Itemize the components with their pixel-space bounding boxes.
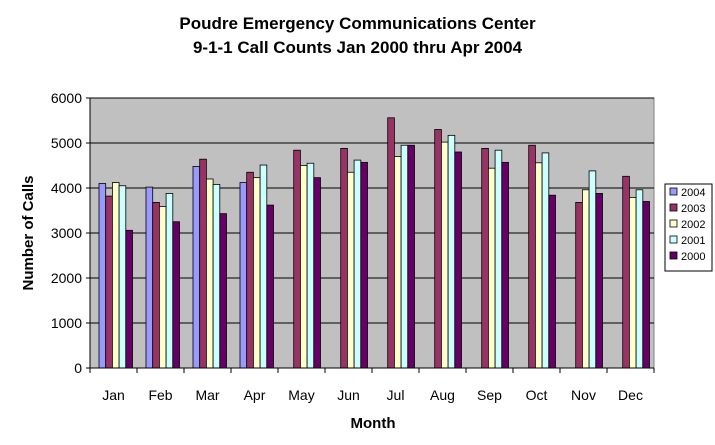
- legend-label: 2004: [681, 187, 705, 199]
- bar-2002-jan: [112, 182, 120, 369]
- x-tick-labels: Jan Feb Mar Apr May Jun Jul Aug Sep Oct Nov Dec: [102, 387, 643, 403]
- x-tick-label: May: [288, 387, 314, 403]
- bar-2001-aug: [447, 134, 456, 369]
- chart-title-line-1: Poudre Emergency Communications Center: [179, 14, 536, 33]
- bar-2002-mar: [205, 178, 214, 369]
- x-tick-label: Oct: [526, 387, 548, 403]
- x-tick-label: Dec: [618, 387, 643, 403]
- bar-2003-may: [293, 149, 301, 369]
- y-tick-label: 5000: [51, 135, 82, 151]
- axes: [86, 97, 655, 373]
- bar-2003-sep: [481, 147, 489, 369]
- chart-title-line-2: 9-1-1 Call Counts Jan 2000 thru Apr 2004: [192, 38, 523, 57]
- bar-2003-apr: [246, 171, 254, 369]
- legend: 2004 2003 2002 2001 2000: [664, 183, 713, 272]
- bar-2003-mar: [199, 158, 207, 369]
- x-tick-label: Sep: [477, 387, 502, 403]
- bar-2004-jan: [98, 183, 107, 369]
- bar-2001-jul: [400, 144, 409, 369]
- x-tick-label: Nov: [571, 387, 596, 403]
- y-tick-label: 4000: [51, 180, 82, 196]
- bar-2002-feb: [158, 206, 167, 369]
- x-tick-label: Mar: [195, 387, 219, 403]
- bar-2000-feb: [172, 221, 180, 369]
- bar-2002-nov: [582, 189, 590, 369]
- y-tick-labels: 0 1000 2000 3000 4000 5000 6000: [51, 90, 82, 376]
- bar-2003-nov: [575, 201, 583, 369]
- bar-2001-jan: [118, 185, 127, 369]
- legend-swatch: [669, 235, 678, 244]
- y-axis-label: Number of Calls: [20, 175, 37, 290]
- x-axis-label: Month: [351, 415, 396, 432]
- bar-2000-nov: [595, 192, 603, 369]
- bar-2000-apr: [266, 204, 274, 369]
- grid-lines: [90, 97, 654, 324]
- bar-2002-jun: [346, 171, 355, 369]
- bar-2002-dec: [629, 197, 637, 369]
- bar-2001-feb: [165, 192, 174, 369]
- bar-2002-oct: [535, 162, 543, 369]
- bar-2000-oct: [548, 194, 556, 369]
- bar-2002-apr: [252, 177, 261, 369]
- bar-2001-sep: [494, 149, 503, 369]
- bar-2000-sep: [501, 161, 509, 369]
- bar-2000-jun: [360, 161, 368, 369]
- legend-label: 2001: [681, 235, 705, 247]
- chart-title: Poudre Emergency Communications Center 9…: [0, 12, 715, 60]
- x-tick-label: Feb: [148, 387, 172, 403]
- bar-2002-sep: [487, 167, 496, 369]
- legend-label: 2003: [681, 203, 705, 215]
- bar-2004-feb: [145, 186, 154, 369]
- bar-2003-feb: [152, 201, 160, 369]
- x-tick-label: Jan: [102, 387, 125, 403]
- bar-2001-dec: [635, 189, 644, 369]
- bar-2002-jul: [393, 156, 402, 369]
- legend-label: 2000: [681, 251, 705, 263]
- bar-2003-dec: [622, 175, 630, 369]
- bars: [98, 117, 650, 369]
- x-tick-label: Jul: [387, 387, 405, 403]
- bar-2001-jun: [353, 159, 362, 369]
- x-tick-label: Apr: [244, 387, 266, 403]
- bar-2001-mar: [212, 183, 221, 369]
- bar-2001-apr: [259, 164, 268, 369]
- bar-2000-may: [313, 177, 321, 369]
- bar-2001-oct: [541, 152, 550, 369]
- legend-label: 2002: [681, 219, 705, 231]
- bar-2000-jan: [125, 229, 133, 369]
- legend-swatch: [669, 203, 678, 212]
- bar-2001-may: [306, 162, 315, 369]
- x-tick-label: Aug: [430, 387, 455, 403]
- y-tick-label: 6000: [51, 90, 82, 106]
- y-tick-label: 3000: [51, 225, 82, 241]
- bar-2003-jun: [340, 147, 348, 369]
- bar-2004-apr: [239, 182, 248, 369]
- bar-2000-jul: [407, 144, 415, 369]
- bar-2002-may: [299, 165, 308, 369]
- bar-2001-nov: [588, 170, 597, 369]
- bar-2002-aug: [440, 141, 449, 369]
- bar-2003-jul: [387, 117, 395, 369]
- y-tick-label: 2000: [51, 270, 82, 286]
- legend-swatch: [669, 251, 678, 260]
- bar-2000-dec: [642, 201, 650, 369]
- bar-2000-mar: [219, 213, 227, 369]
- bar-2003-oct: [528, 144, 536, 369]
- y-tick-label: 1000: [51, 315, 82, 331]
- x-tick-label: Jun: [337, 387, 360, 403]
- bar-2003-jan: [105, 195, 113, 369]
- legend-swatch: [669, 219, 678, 228]
- legend-swatch: [669, 187, 678, 196]
- bar-2003-aug: [434, 129, 442, 369]
- bar-2004-mar: [192, 165, 201, 369]
- y-tick-label: 0: [74, 360, 82, 376]
- bar-2000-aug: [454, 151, 462, 369]
